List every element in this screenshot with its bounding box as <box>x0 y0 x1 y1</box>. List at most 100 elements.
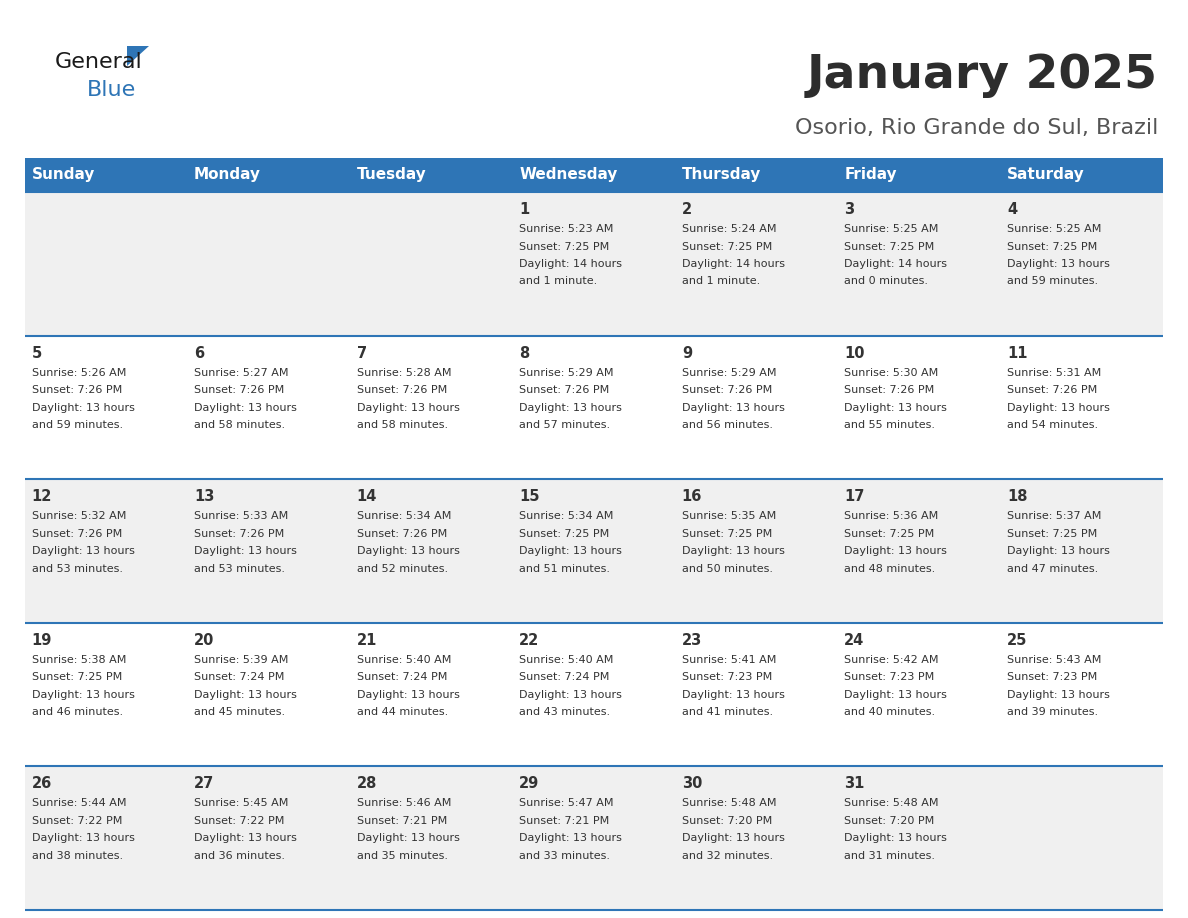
Text: Sunset: 7:21 PM: Sunset: 7:21 PM <box>519 816 609 826</box>
Text: Sunset: 7:26 PM: Sunset: 7:26 PM <box>356 529 447 539</box>
Text: Sunrise: 5:34 AM: Sunrise: 5:34 AM <box>356 511 451 521</box>
Text: and 1 minute.: and 1 minute. <box>519 276 598 286</box>
Text: Daylight: 13 hours: Daylight: 13 hours <box>194 834 297 844</box>
Text: 29: 29 <box>519 777 539 791</box>
Text: Sunset: 7:26 PM: Sunset: 7:26 PM <box>845 385 935 395</box>
Text: Sunset: 7:26 PM: Sunset: 7:26 PM <box>194 529 284 539</box>
Text: and 33 minutes.: and 33 minutes. <box>519 851 611 861</box>
Text: and 44 minutes.: and 44 minutes. <box>356 707 448 717</box>
Text: Sunday: Sunday <box>32 167 95 183</box>
Text: and 50 minutes.: and 50 minutes. <box>682 564 772 574</box>
Text: and 58 minutes.: and 58 minutes. <box>356 420 448 431</box>
Text: Sunset: 7:25 PM: Sunset: 7:25 PM <box>32 672 121 682</box>
Text: Blue: Blue <box>87 80 137 100</box>
Text: Sunrise: 5:38 AM: Sunrise: 5:38 AM <box>32 655 126 665</box>
Text: Sunset: 7:25 PM: Sunset: 7:25 PM <box>519 241 609 252</box>
Text: and 58 minutes.: and 58 minutes. <box>194 420 285 431</box>
Text: and 31 minutes.: and 31 minutes. <box>845 851 935 861</box>
Text: Friday: Friday <box>845 167 897 183</box>
Text: Daylight: 13 hours: Daylight: 13 hours <box>682 546 784 556</box>
Text: Sunset: 7:26 PM: Sunset: 7:26 PM <box>356 385 447 395</box>
Text: and 32 minutes.: and 32 minutes. <box>682 851 773 861</box>
Text: and 53 minutes.: and 53 minutes. <box>32 564 122 574</box>
Text: Osorio, Rio Grande do Sul, Brazil: Osorio, Rio Grande do Sul, Brazil <box>795 118 1158 138</box>
Bar <box>188 158 350 192</box>
Bar <box>25 622 1163 767</box>
Text: Daylight: 13 hours: Daylight: 13 hours <box>194 689 297 700</box>
Text: and 53 minutes.: and 53 minutes. <box>194 564 285 574</box>
Text: and 39 minutes.: and 39 minutes. <box>1007 707 1098 717</box>
Text: and 55 minutes.: and 55 minutes. <box>845 420 935 431</box>
Text: Daylight: 13 hours: Daylight: 13 hours <box>32 689 134 700</box>
Text: January 2025: January 2025 <box>807 52 1158 97</box>
Text: Sunrise: 5:32 AM: Sunrise: 5:32 AM <box>32 511 126 521</box>
Text: and 59 minutes.: and 59 minutes. <box>1007 276 1098 286</box>
Text: Sunset: 7:25 PM: Sunset: 7:25 PM <box>845 529 935 539</box>
Text: Daylight: 13 hours: Daylight: 13 hours <box>682 689 784 700</box>
Text: and 38 minutes.: and 38 minutes. <box>32 851 122 861</box>
Text: 21: 21 <box>356 633 377 648</box>
Text: Daylight: 13 hours: Daylight: 13 hours <box>1007 259 1110 269</box>
Text: 14: 14 <box>356 489 377 504</box>
Text: 2: 2 <box>682 202 691 217</box>
Text: Wednesday: Wednesday <box>519 167 618 183</box>
Text: Daylight: 14 hours: Daylight: 14 hours <box>682 259 785 269</box>
Text: 15: 15 <box>519 489 539 504</box>
Text: Thursday: Thursday <box>682 167 762 183</box>
Text: and 36 minutes.: and 36 minutes. <box>194 851 285 861</box>
Text: 13: 13 <box>194 489 215 504</box>
Text: 18: 18 <box>1007 489 1028 504</box>
Text: 27: 27 <box>194 777 214 791</box>
Text: Sunset: 7:24 PM: Sunset: 7:24 PM <box>519 672 609 682</box>
Text: Sunset: 7:25 PM: Sunset: 7:25 PM <box>519 529 609 539</box>
Text: Sunrise: 5:47 AM: Sunrise: 5:47 AM <box>519 799 614 809</box>
Text: Daylight: 13 hours: Daylight: 13 hours <box>1007 689 1110 700</box>
Text: Sunset: 7:26 PM: Sunset: 7:26 PM <box>32 529 121 539</box>
Text: 23: 23 <box>682 633 702 648</box>
Text: Daylight: 13 hours: Daylight: 13 hours <box>1007 403 1110 412</box>
Text: and 59 minutes.: and 59 minutes. <box>32 420 122 431</box>
Text: Sunset: 7:25 PM: Sunset: 7:25 PM <box>682 529 772 539</box>
Bar <box>25 192 1163 336</box>
Text: Sunrise: 5:34 AM: Sunrise: 5:34 AM <box>519 511 613 521</box>
Text: Sunset: 7:23 PM: Sunset: 7:23 PM <box>845 672 935 682</box>
Text: 8: 8 <box>519 345 530 361</box>
Text: 26: 26 <box>32 777 52 791</box>
Text: Sunrise: 5:29 AM: Sunrise: 5:29 AM <box>682 367 776 377</box>
Text: Sunrise: 5:26 AM: Sunrise: 5:26 AM <box>32 367 126 377</box>
Text: and 47 minutes.: and 47 minutes. <box>1007 564 1098 574</box>
Text: Sunset: 7:21 PM: Sunset: 7:21 PM <box>356 816 447 826</box>
Text: Daylight: 13 hours: Daylight: 13 hours <box>845 546 947 556</box>
Text: Daylight: 13 hours: Daylight: 13 hours <box>845 403 947 412</box>
Text: and 1 minute.: and 1 minute. <box>682 276 760 286</box>
Text: 31: 31 <box>845 777 865 791</box>
Bar <box>25 158 188 192</box>
Text: Daylight: 13 hours: Daylight: 13 hours <box>845 834 947 844</box>
Text: General: General <box>55 52 143 72</box>
Text: 28: 28 <box>356 777 377 791</box>
Text: 19: 19 <box>32 633 52 648</box>
Text: and 51 minutes.: and 51 minutes. <box>519 564 611 574</box>
Text: Sunrise: 5:31 AM: Sunrise: 5:31 AM <box>1007 367 1101 377</box>
Text: Sunrise: 5:39 AM: Sunrise: 5:39 AM <box>194 655 289 665</box>
Text: Tuesday: Tuesday <box>356 167 426 183</box>
Text: Sunrise: 5:35 AM: Sunrise: 5:35 AM <box>682 511 776 521</box>
Text: Daylight: 13 hours: Daylight: 13 hours <box>194 546 297 556</box>
Text: Sunrise: 5:36 AM: Sunrise: 5:36 AM <box>845 511 939 521</box>
Text: Daylight: 13 hours: Daylight: 13 hours <box>32 834 134 844</box>
Text: Sunrise: 5:44 AM: Sunrise: 5:44 AM <box>32 799 126 809</box>
Text: Sunset: 7:20 PM: Sunset: 7:20 PM <box>845 816 935 826</box>
Text: Sunset: 7:25 PM: Sunset: 7:25 PM <box>682 241 772 252</box>
Text: Daylight: 13 hours: Daylight: 13 hours <box>356 834 460 844</box>
Text: Daylight: 13 hours: Daylight: 13 hours <box>519 689 623 700</box>
Text: 16: 16 <box>682 489 702 504</box>
Text: Sunrise: 5:43 AM: Sunrise: 5:43 AM <box>1007 655 1101 665</box>
Text: Sunrise: 5:25 AM: Sunrise: 5:25 AM <box>1007 224 1101 234</box>
Text: and 45 minutes.: and 45 minutes. <box>194 707 285 717</box>
Text: Daylight: 13 hours: Daylight: 13 hours <box>519 403 623 412</box>
Text: 7: 7 <box>356 345 367 361</box>
Text: Sunrise: 5:41 AM: Sunrise: 5:41 AM <box>682 655 776 665</box>
Text: Daylight: 13 hours: Daylight: 13 hours <box>32 403 134 412</box>
Text: Sunrise: 5:23 AM: Sunrise: 5:23 AM <box>519 224 613 234</box>
Text: Sunset: 7:22 PM: Sunset: 7:22 PM <box>194 816 284 826</box>
